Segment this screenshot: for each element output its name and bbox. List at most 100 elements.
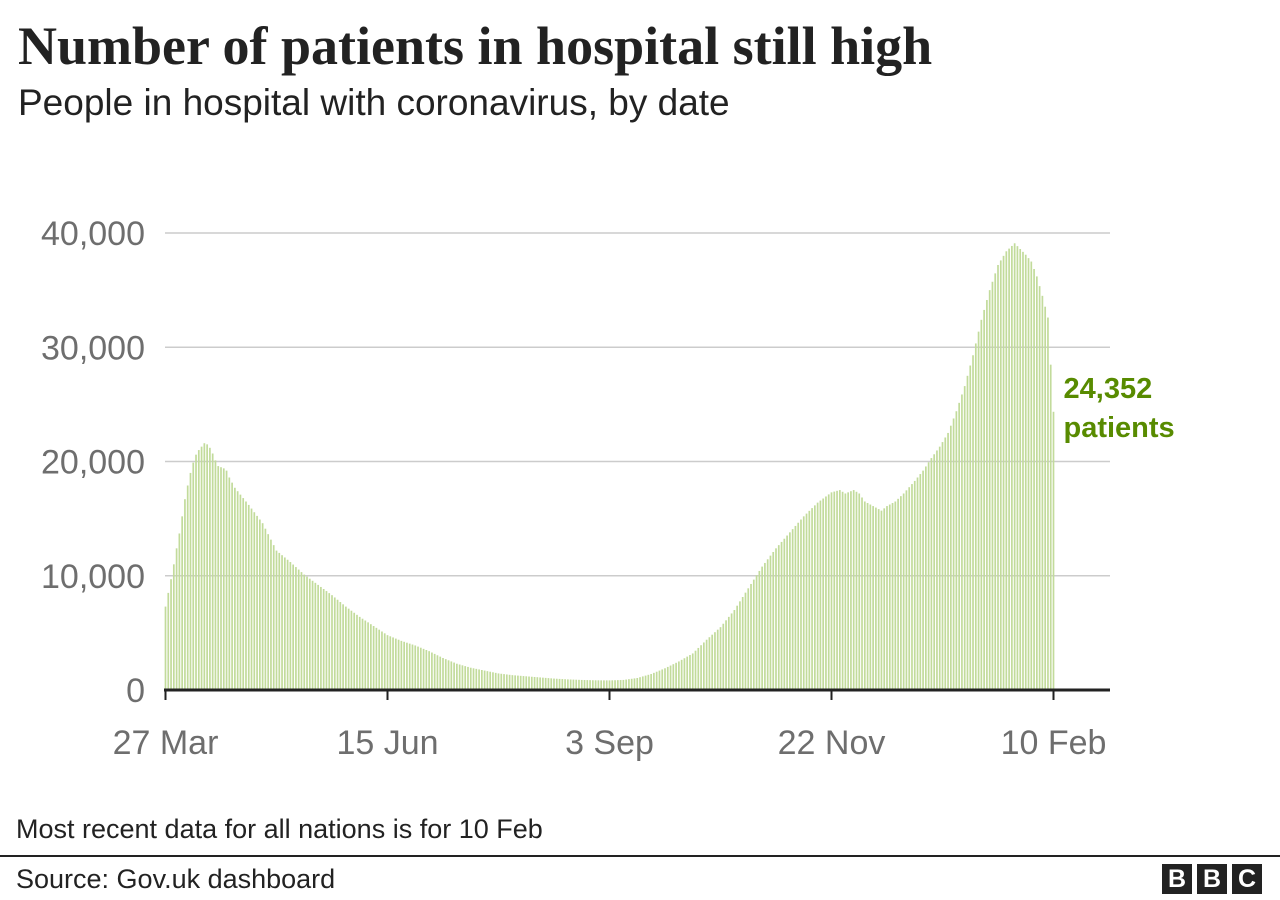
bar (317, 584, 319, 690)
bar (239, 494, 242, 690)
chart-title: Number of patients in hospital still hig… (18, 16, 933, 76)
bar (900, 496, 902, 690)
bar (472, 668, 475, 690)
bar (403, 641, 405, 690)
bar (314, 582, 317, 690)
bar (766, 559, 769, 690)
bar (769, 555, 772, 690)
bar (777, 545, 780, 690)
bar (214, 460, 217, 690)
bar (1011, 245, 1013, 690)
bar (755, 575, 758, 690)
bar (913, 480, 916, 690)
bar (966, 375, 969, 690)
bar (1036, 276, 1038, 690)
bar (730, 613, 733, 690)
bar (955, 411, 958, 690)
bar (736, 605, 738, 690)
x-tick-label: 27 Mar (113, 724, 219, 762)
bar (406, 642, 408, 690)
bar (195, 454, 197, 690)
bar (167, 592, 170, 690)
bar (172, 564, 175, 690)
bar (256, 515, 258, 690)
bar (417, 646, 419, 690)
bar (750, 583, 752, 690)
bar (461, 665, 464, 690)
bar (825, 496, 827, 690)
bar (922, 470, 924, 690)
bar (747, 588, 750, 690)
bar (949, 425, 952, 690)
bar (425, 650, 428, 690)
bar (383, 633, 386, 690)
y-tick-label: 0 (126, 672, 145, 710)
bar (505, 674, 508, 690)
bar (542, 677, 544, 690)
bar (370, 624, 372, 690)
bar (270, 539, 272, 690)
bar (625, 679, 627, 690)
bar (281, 555, 283, 690)
bar (514, 675, 516, 690)
bar (342, 604, 344, 690)
bar (644, 675, 647, 690)
bar (725, 620, 727, 690)
bar (220, 467, 222, 690)
bar (419, 647, 422, 690)
bar (1041, 295, 1044, 690)
bar (600, 680, 603, 690)
bar (456, 663, 458, 690)
x-axis-ticks (164, 690, 1055, 700)
bar (877, 509, 880, 690)
bar (708, 637, 711, 690)
bar (508, 674, 511, 690)
bar (886, 506, 888, 690)
bar (350, 610, 353, 690)
bar (980, 319, 983, 690)
bbc-logo-block: B (1197, 864, 1227, 894)
bar (847, 492, 849, 690)
x-tick-label: 22 Nov (778, 724, 886, 762)
bar (561, 679, 564, 690)
bar (331, 595, 333, 690)
bar (705, 639, 708, 690)
bar (292, 564, 294, 690)
bar (819, 500, 822, 690)
bar (827, 494, 830, 690)
bar (988, 290, 991, 690)
bar (431, 652, 433, 690)
bar (875, 507, 877, 690)
data-note: Most recent data for all nations is for … (16, 814, 543, 844)
bar (711, 634, 714, 690)
bar (797, 522, 800, 690)
bar (475, 668, 478, 690)
bar (1013, 243, 1016, 690)
bar (894, 501, 897, 690)
bar (783, 538, 786, 690)
bar (1038, 286, 1041, 690)
bar (780, 541, 783, 690)
bar (716, 629, 719, 690)
bar (592, 680, 594, 690)
bar (850, 491, 852, 690)
bbc-logo-block: B (1162, 864, 1192, 894)
bar (525, 676, 528, 690)
bar (300, 572, 303, 690)
bar (719, 627, 722, 690)
bar (558, 678, 561, 690)
bar (855, 491, 858, 690)
bar (764, 562, 766, 690)
bar (378, 629, 381, 690)
bar (872, 506, 874, 690)
bar (306, 576, 308, 690)
bar (517, 675, 519, 690)
bar (361, 618, 364, 690)
bar (164, 606, 167, 690)
bar (664, 668, 666, 690)
bar (597, 680, 600, 690)
bar (814, 505, 816, 690)
bar (464, 666, 467, 690)
bar (1030, 261, 1033, 690)
bar (394, 638, 397, 690)
